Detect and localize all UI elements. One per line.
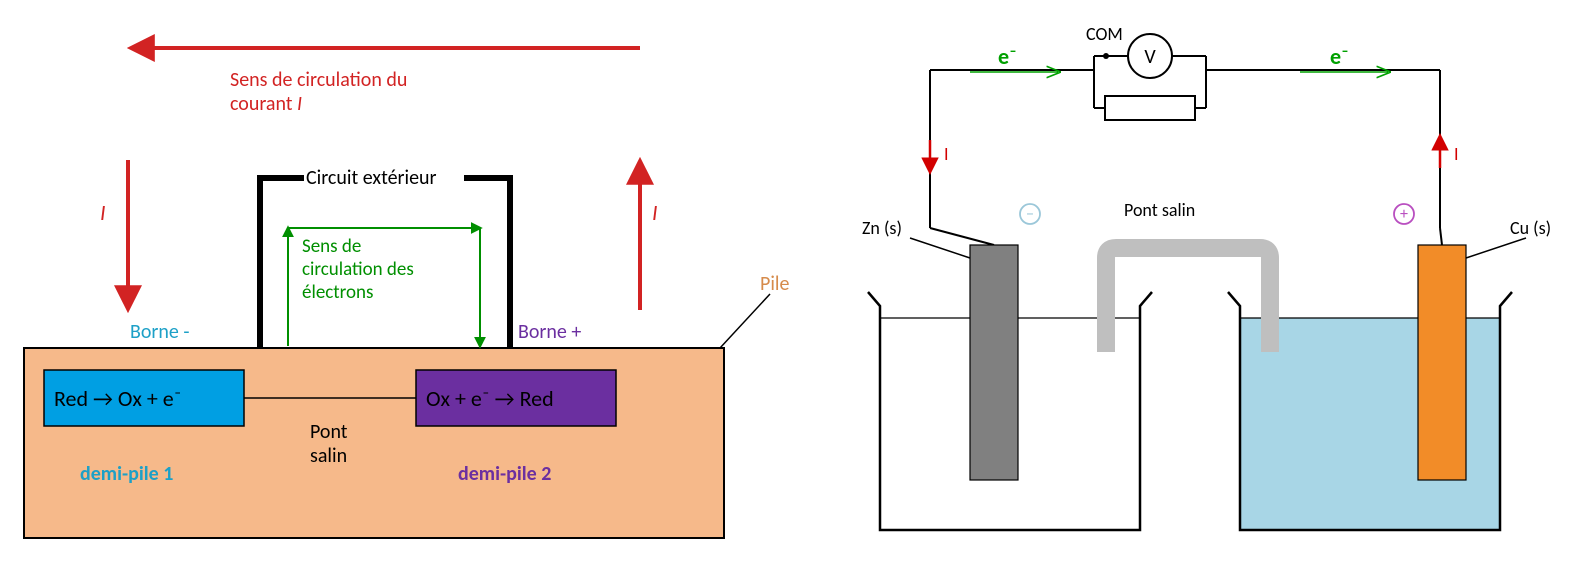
i-label-left: I bbox=[944, 143, 949, 165]
minus-sign: − bbox=[1026, 205, 1034, 224]
cu-leader bbox=[1466, 238, 1526, 258]
electron-sense-l2: circulation des bbox=[302, 258, 414, 281]
zn-label: Zn (s) bbox=[862, 217, 902, 239]
pont-salin-label-l1: Pont bbox=[310, 420, 348, 444]
circuit-exterieur-label: Circuit extérieur bbox=[306, 166, 437, 190]
i-right-label: I bbox=[652, 199, 658, 226]
i-left-label: I bbox=[100, 199, 106, 226]
right-diagram: V COM e⁻ e⁻ I I − + bbox=[862, 23, 1551, 530]
e-label-right: e⁻ bbox=[1330, 43, 1349, 70]
zn-electrode bbox=[970, 245, 1018, 480]
e-label-left: e⁻ bbox=[998, 43, 1017, 70]
resistor-icon bbox=[1105, 96, 1195, 120]
zn-leader bbox=[910, 238, 970, 258]
com-label: COM bbox=[1086, 23, 1123, 45]
wire-to-cu bbox=[1440, 228, 1442, 245]
wire-to-zn bbox=[930, 228, 994, 245]
red-to-ox: Red → Ox + e⁻ bbox=[54, 385, 182, 412]
pont-salin-label-right: Pont salin bbox=[1124, 199, 1195, 221]
current-sense-l2: courant I bbox=[230, 92, 302, 116]
borne-minus-label: Borne - bbox=[130, 320, 190, 344]
cu-electrode bbox=[1418, 245, 1466, 480]
pile-label: Pile bbox=[760, 272, 790, 296]
left-diagram: Pile Red → Ox + e⁻ Ox + e⁻ → Red Pont sa… bbox=[24, 48, 790, 538]
electron-sense-l1: Sens de bbox=[302, 235, 361, 258]
i-label-right: I bbox=[1454, 143, 1459, 165]
current-sense-l1: Sens de circulation du bbox=[230, 68, 407, 92]
ox-to-red: Ox + e⁻ → Red bbox=[426, 385, 554, 412]
pont-salin-label-l2: salin bbox=[310, 444, 347, 468]
voltmeter-label: V bbox=[1144, 45, 1156, 69]
plus-sign: + bbox=[1400, 205, 1408, 224]
pile-leader bbox=[720, 294, 770, 348]
electron-sense-l3: électrons bbox=[302, 281, 373, 304]
cu-label: Cu (s) bbox=[1510, 217, 1551, 239]
demi-pile-1-label: demi-pile 1 bbox=[80, 462, 173, 486]
demi-pile-2-label: demi-pile 2 bbox=[458, 462, 551, 486]
com-dot-icon bbox=[1103, 53, 1109, 59]
borne-plus-label: Borne + bbox=[518, 320, 581, 344]
